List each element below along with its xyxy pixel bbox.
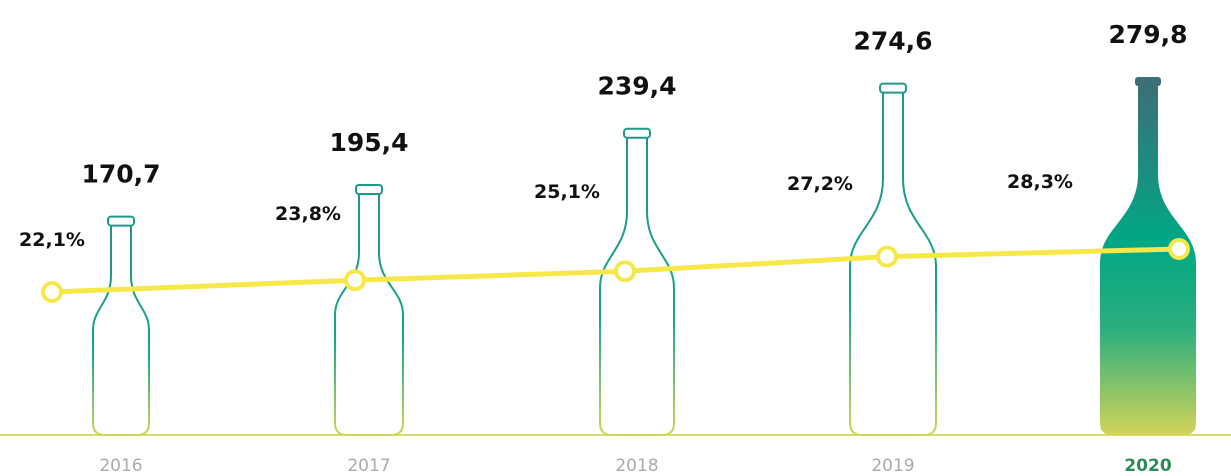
value-label: 274,6 (853, 27, 932, 56)
x-tick-label: 2019 (871, 456, 914, 476)
bottle-lip (107, 215, 135, 227)
line-marker (344, 269, 366, 292)
bottle (92, 223, 150, 436)
x-tick-label: 2018 (615, 456, 658, 476)
line-marker (614, 260, 636, 283)
value-label: 279,8 (1108, 20, 1187, 49)
line-value-label: 22,1% (19, 229, 85, 251)
bottle-lip (879, 82, 907, 94)
x-tick-label: 2016 (99, 456, 142, 476)
x-tick-label: 2017 (347, 456, 390, 476)
line-marker (876, 245, 898, 268)
line-marker (41, 281, 63, 303)
value-label: 239,4 (597, 72, 676, 101)
line-value-label: 23,8% (275, 203, 341, 225)
bottle-lip (1135, 77, 1161, 86)
bottle-lip (355, 183, 383, 195)
bottle (599, 135, 675, 436)
value-label: 195,4 (329, 128, 408, 157)
bottle (334, 191, 404, 436)
bottle (1100, 85, 1196, 435)
bottle-lip (623, 127, 651, 139)
line-value-label: 27,2% (787, 173, 853, 195)
line-marker (1168, 238, 1190, 260)
line-value-label: 25,1% (534, 181, 600, 203)
line-value-label: 28,3% (1007, 171, 1073, 193)
value-label: 170,7 (81, 160, 160, 189)
x-tick-label: 2020 (1124, 456, 1171, 476)
